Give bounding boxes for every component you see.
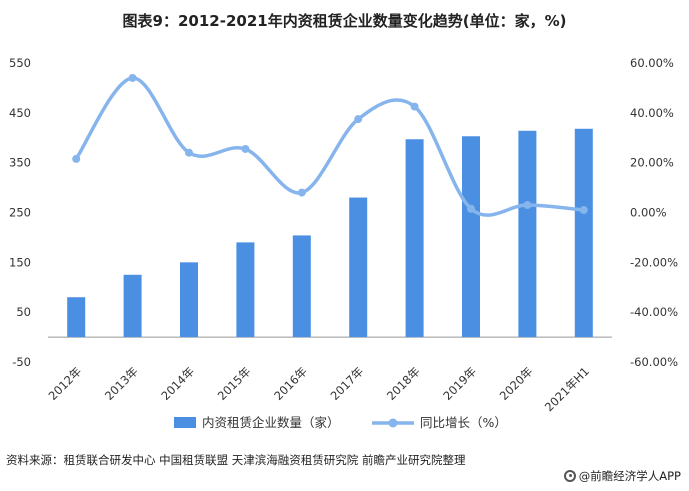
y-right-tick-label: -40.00% <box>630 305 678 319</box>
line-path <box>74 76 586 217</box>
y-left-tick-label: 450 <box>9 106 31 120</box>
x-axis-labels: 2012年 2013年 2014年 2015年 2016年 2017年 2018年 2019年… <box>46 364 592 414</box>
credit: @前瞻经济学人APP <box>563 468 681 484</box>
brand-icon <box>563 470 576 482</box>
x-tick-label: 2021年H1 <box>542 364 592 414</box>
x-tick-label: 2018年 <box>384 364 423 403</box>
y-left-tick-label: -50 <box>12 355 31 369</box>
y-right-tick-label: 40.00% <box>630 106 674 120</box>
y-right-tick-label: 0.00% <box>630 206 667 220</box>
legend-label-line: 同比增长（%） <box>420 415 507 430</box>
line-point <box>354 115 363 124</box>
bar <box>405 139 424 338</box>
x-tick-label: 2016年 <box>271 364 310 403</box>
bar <box>518 130 537 338</box>
y-left-tick-label: 350 <box>9 156 31 170</box>
y-left-tick-label: 250 <box>9 206 31 220</box>
legend-label-bar: 内资租赁企业数量（家） <box>202 415 340 430</box>
bar <box>180 262 198 338</box>
line-point <box>128 73 137 82</box>
y-right-tick-label: -20.00% <box>630 255 678 269</box>
bar <box>462 136 480 338</box>
y-left-tick-label: 550 <box>9 56 31 70</box>
line-series <box>72 73 588 217</box>
y-right-tick-label: 60.00% <box>630 56 674 70</box>
legend-swatch-marker <box>388 418 398 428</box>
line-point <box>579 206 588 215</box>
axes: 550 450 350 250 150 50 -50 60.00% 40.00% 20.00% 0.… <box>9 56 678 369</box>
x-tick-label: 2013年 <box>102 364 141 403</box>
legend: 内资租赁企业数量（家） 同比增长（%） <box>174 415 507 430</box>
line-point <box>297 188 306 197</box>
bar <box>123 274 142 338</box>
x-tick-label: 2015年 <box>215 364 254 403</box>
line-point <box>72 154 81 163</box>
x-tick-label: 2012年 <box>46 364 85 403</box>
x-tick-label: 2019年 <box>440 364 479 403</box>
bar <box>349 197 368 338</box>
credit-text: @前瞻经济学人APP <box>578 469 681 483</box>
line-point <box>241 144 250 153</box>
y-right-tick-label: -60.00% <box>630 355 678 369</box>
bar-series <box>67 128 593 338</box>
bar <box>292 235 311 338</box>
line-point <box>410 102 419 111</box>
legend-swatch-bar <box>174 417 196 428</box>
x-tick-label: 2014年 <box>158 364 197 403</box>
x-tick-label: 2020年 <box>497 364 536 403</box>
line-point <box>467 204 475 213</box>
y-left-tick-label: 150 <box>9 255 31 269</box>
chart-title: 图表9：2012-2021年内资租赁企业数量变化趋势(单位：家，%) <box>122 12 567 30</box>
bar <box>67 297 86 338</box>
source-note: 资料来源：租赁联合研发中心 中国租赁联盟 天津滨海融资租赁研究院 前瞻产业研究院… <box>6 453 466 467</box>
bar <box>574 128 593 338</box>
line-point <box>523 201 532 210</box>
y-left-tick-label: 50 <box>16 305 31 319</box>
x-tick-label: 2017年 <box>328 364 367 403</box>
bar <box>236 242 255 338</box>
y-right-tick-label: 20.00% <box>630 156 674 170</box>
line-point <box>185 148 193 157</box>
